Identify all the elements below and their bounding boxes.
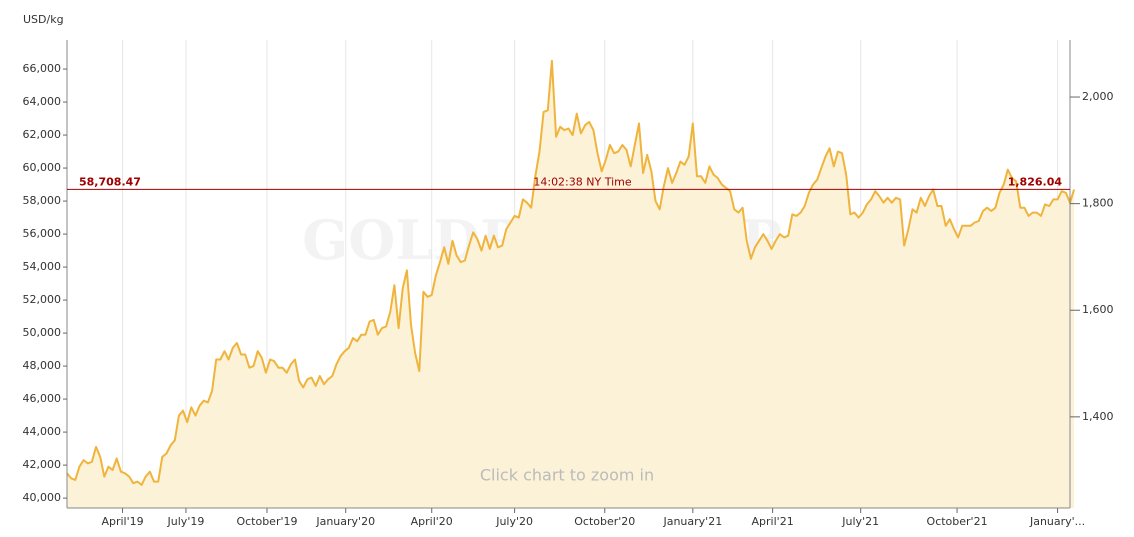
x-tick-label: April'19	[101, 515, 143, 528]
y-tick-label: 54,000	[23, 260, 62, 273]
y-tick-label: 66,000	[23, 62, 62, 75]
y2-tick-label: 1,600	[1082, 303, 1114, 316]
x-tick-label: July'21	[841, 515, 879, 528]
y-tick-label: 60,000	[23, 161, 62, 174]
y-tick-label: 64,000	[23, 95, 62, 108]
zoom-hint: Click chart to zoom in	[480, 466, 654, 485]
y-tick-label: 58,000	[23, 194, 62, 207]
x-tick-label: January'...	[1029, 515, 1085, 528]
y2-tick-label: 1,800	[1082, 197, 1114, 210]
y-tick-label: 42,000	[23, 458, 62, 471]
y-tick-label: 50,000	[23, 326, 62, 339]
y-tick-label: 44,000	[23, 425, 62, 438]
y-tick-label: 48,000	[23, 359, 62, 372]
reference-time: 14:02:38 NY Time	[533, 175, 631, 188]
x-tick-label: July'19	[167, 515, 205, 528]
y-axis-unit: USD/kg	[23, 13, 64, 26]
reference-label-y2: 1,826.04	[1008, 175, 1063, 188]
line	[66, 59, 1076, 486]
y-tick-label: 62,000	[23, 128, 62, 141]
y-tick-label: 52,000	[23, 293, 62, 306]
x-tick-label: July'20	[495, 515, 533, 528]
y-tick-label: 40,000	[23, 491, 62, 504]
y2-tick-label: 1,400	[1082, 410, 1114, 423]
x-tick-label: October'19	[236, 515, 297, 528]
y-tick-label: 46,000	[23, 392, 62, 405]
x-tick-label: January'20	[315, 515, 375, 528]
y2-tick-label: 2,000	[1082, 90, 1114, 103]
x-tick-label: April'20	[411, 515, 453, 528]
reference-label: 58,708.47	[79, 175, 141, 188]
y-tick-label: 56,000	[23, 227, 62, 240]
x-tick-label: October'21	[927, 515, 988, 528]
x-tick-label: April'21	[752, 515, 794, 528]
x-tick-label: October'20	[574, 515, 635, 528]
area	[67, 60, 1075, 509]
x-tick-label: January'21	[662, 515, 722, 528]
